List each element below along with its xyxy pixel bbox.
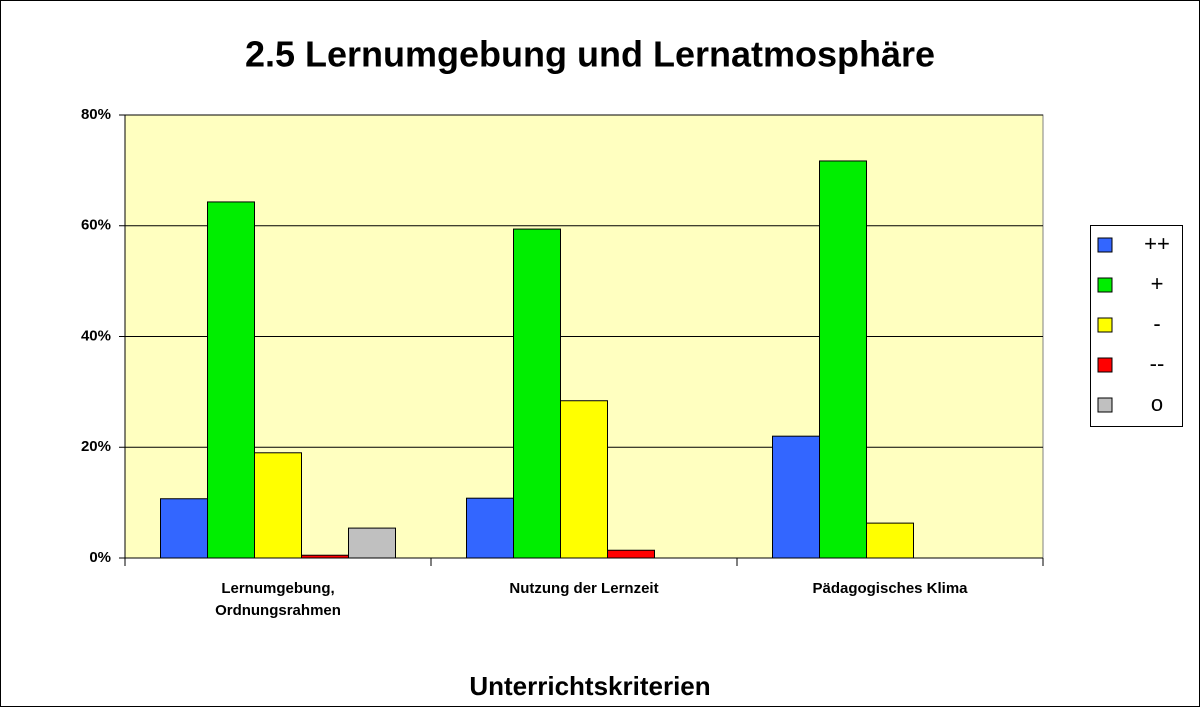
legend-swatch: [1097, 357, 1113, 373]
bar: [772, 435, 820, 559]
y-tick-label: 20%: [81, 438, 111, 455]
legend-swatch: [1097, 277, 1113, 293]
bar: [160, 498, 208, 559]
y-tick-label: 80%: [81, 106, 111, 123]
bar: [607, 549, 655, 559]
y-tick-label: 0%: [89, 549, 111, 566]
bar: [348, 527, 396, 559]
x-tick-label: Pädagogisches Klima: [812, 580, 968, 597]
legend-swatch: [1097, 397, 1113, 413]
legend-label: --: [1150, 351, 1165, 376]
y-tick-label: 60%: [81, 217, 111, 234]
x-axis-title: Unterrichtskriterien: [469, 671, 710, 701]
legend-label: +: [1151, 271, 1164, 296]
bar: [819, 160, 867, 559]
legend-label: -: [1153, 311, 1160, 336]
bar: [866, 522, 914, 559]
bar: [254, 452, 302, 559]
legend-label: ++: [1144, 231, 1170, 256]
chart-title: 2.5 Lernumgebung und Lernatmosphäre: [245, 34, 935, 75]
legend-swatch: [1097, 237, 1113, 253]
x-tick-label: Lernumgebung, Ordnungsrahmen: [215, 580, 341, 619]
bar: [560, 400, 608, 559]
bar: [466, 497, 514, 559]
bar: [207, 201, 255, 559]
bar: [513, 228, 561, 559]
legend-label: o: [1151, 391, 1163, 416]
x-tick-label: Nutzung der Lernzeit: [509, 580, 659, 597]
legend-swatch: [1097, 317, 1113, 333]
y-tick-label: 40%: [81, 327, 111, 344]
bar: [301, 554, 349, 559]
